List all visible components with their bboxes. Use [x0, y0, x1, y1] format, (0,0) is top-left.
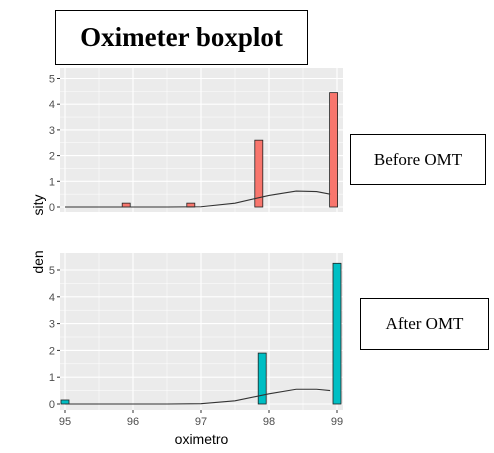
histogram-bar-before	[254, 139, 264, 208]
y-tick-label-after: 5	[49, 265, 55, 277]
x-axis-title: oximetro	[175, 431, 229, 447]
y-tick-label-after: 2	[49, 345, 55, 357]
density-curve-after	[65, 388, 331, 405]
y-tick-label-before: 4	[49, 99, 55, 111]
y-tick-label-before: 3	[49, 125, 55, 137]
y-tick-label-after: 3	[49, 319, 55, 331]
histogram-bar-before	[121, 202, 131, 208]
x-tick-label: 97	[195, 416, 207, 428]
y-tick-label-before: 2	[49, 151, 55, 163]
before-omt-label: Before OMT	[350, 134, 486, 185]
x-tick-label: 99	[331, 416, 343, 428]
y-tick-label-after: 4	[49, 292, 55, 304]
chart-title: Oximeter boxplot	[55, 10, 308, 65]
after-omt-label: After OMT	[360, 298, 489, 350]
histogram-bar-after	[257, 352, 267, 405]
x-tick-label: 96	[127, 416, 139, 428]
histogram-bar-after	[332, 262, 342, 405]
y-axis-title-before: sity	[30, 195, 46, 216]
histogram-bar-before	[329, 92, 339, 208]
y-tick-label-after: 1	[49, 372, 55, 384]
y-axis-title-after: den	[30, 250, 46, 273]
y-tick-label-before: 0	[49, 202, 55, 214]
y-tick-label-before: 1	[49, 176, 55, 188]
y-tick-label-after: 0	[49, 399, 55, 411]
x-tick-label: 98	[263, 416, 275, 428]
histogram-bar-after	[60, 399, 70, 405]
y-tick-label-before: 5	[49, 74, 55, 86]
x-tick-label: 95	[59, 416, 71, 428]
density-curve-before	[65, 190, 331, 208]
